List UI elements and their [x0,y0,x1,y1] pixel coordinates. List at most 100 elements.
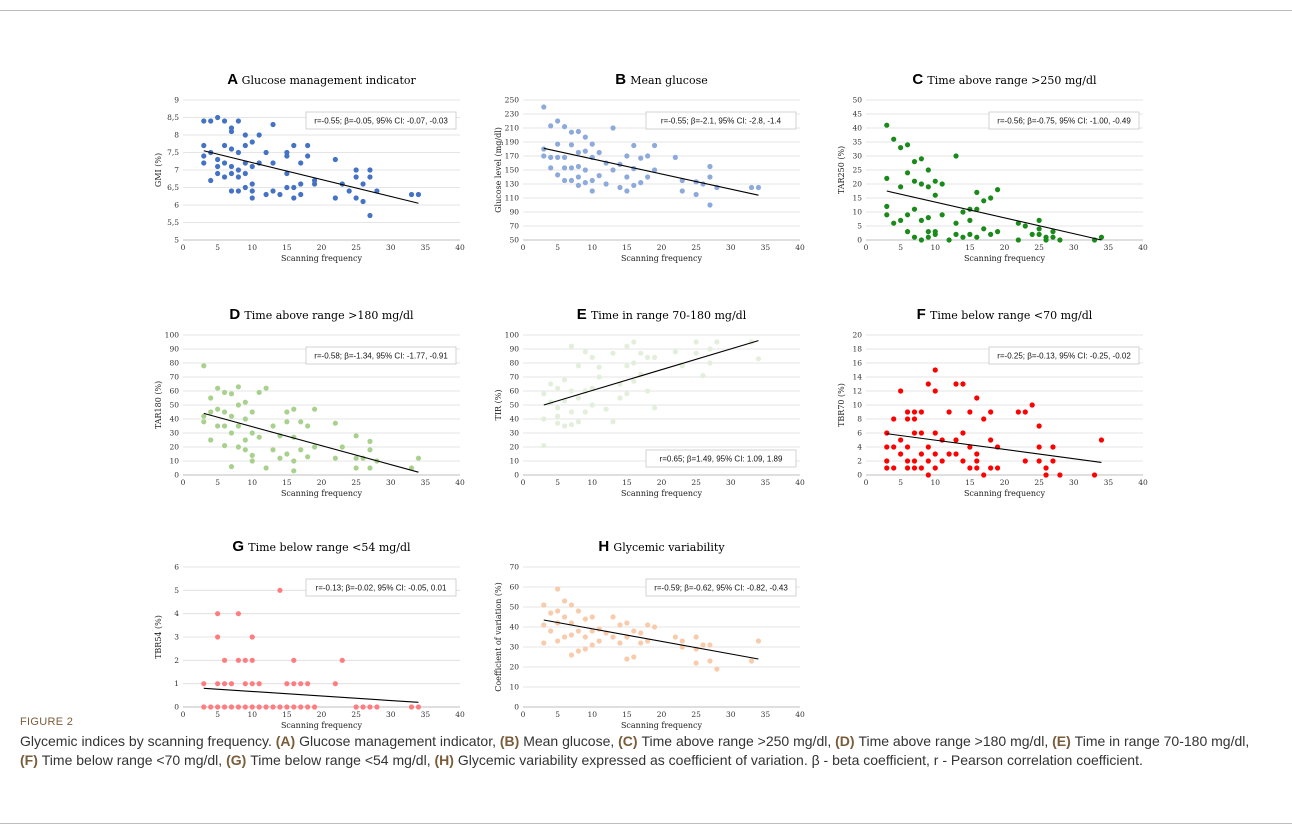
data-point [555,586,561,592]
panel-letter: C [912,71,927,88]
y-tick-label: 150 [505,166,520,175]
y-tick-label: 18 [852,345,862,354]
data-point [541,622,547,628]
x-tick-label: 15 [282,243,292,252]
data-point [561,377,568,383]
data-point [201,118,207,124]
y-tick-label: 5 [174,236,179,245]
y-tick-label: 170 [505,152,520,161]
data-point [1036,458,1042,464]
y-tick-label: 20 [509,663,519,672]
data-point [925,167,931,173]
data-point [249,657,255,663]
data-point [988,195,994,201]
caption-tag-5: (F) [20,752,42,768]
x-tick-label: 20 [1000,478,1010,487]
data-point [249,163,255,170]
caption-text-3: Time above range >180 mg/dl, [858,733,1049,749]
data-point [925,184,931,190]
x-axis-label: Scanning frequency [621,254,703,263]
data-point [994,187,1001,193]
data-point [270,447,276,453]
x-tick-label: 40 [455,478,465,487]
data-point [1050,229,1056,235]
data-point [974,395,980,401]
data-point [939,181,945,187]
data-point [925,215,931,221]
data-point [918,217,924,223]
data-point [932,388,938,394]
caption-tag-0: (A) [275,733,300,749]
panel-f: F Time below range <70 mg/dl 0 2 4 6 8 10 12 14 1… [837,305,1158,502]
panel-letter: H [598,538,613,555]
x-tick-label: 30 [1069,478,1079,487]
data-point [755,184,762,191]
data-point [208,118,214,124]
data-point [884,465,890,471]
chart-title: F Time below range <70 mg/dl [917,306,1093,323]
y-tick-label: 7,5 [167,148,179,157]
stat-text: r=-0.25; β=-0.13, 95% CI: -0.25, -0.02 [997,352,1131,361]
panel-letter: B [615,71,630,88]
data-point [1022,223,1028,229]
data-point [221,423,228,429]
data-point [700,642,706,648]
data-point [235,704,241,710]
y-tick-label: 0 [174,471,179,480]
y-tick-label: 16 [852,359,862,368]
data-point [707,642,713,648]
y-tick-label: 0 [174,703,179,712]
data-point [884,203,890,209]
data-point [988,409,994,415]
y-axis-label: TAR180 (%) [154,381,163,429]
data-point [284,681,290,687]
x-tick-label: 15 [622,243,632,252]
panel-letter: A [227,71,241,88]
data-point [555,608,561,614]
data-point [575,149,581,156]
data-point [918,465,924,471]
trend-line [203,150,419,204]
x-tick-label: 5 [215,710,220,719]
x-tick-label: 40 [1138,478,1148,487]
data-point [367,167,373,173]
data-point [925,229,931,235]
data-point [624,363,630,369]
stat-box [305,346,457,365]
data-point [693,191,699,198]
data-point [1050,444,1056,450]
y-tick-label: 30 [509,643,519,652]
data-point [638,155,644,161]
data-point [332,681,338,687]
data-point [932,430,938,436]
x-tick-label: 10 [930,478,940,487]
data-point [1029,231,1035,237]
data-point [242,416,248,422]
y-tick-label: 100 [165,331,180,340]
data-point [1043,237,1049,243]
x-tick-label: 10 [587,710,597,719]
data-point [249,458,255,464]
data-point [693,339,699,345]
data-point [555,154,561,160]
data-point [932,367,938,373]
data-point [221,389,228,395]
x-tick-label: 5 [555,478,560,487]
panel-a: A Glucose management indicator 5 5,5 6 6,5 7 7… [154,70,475,267]
data-point [555,420,561,426]
data-point [242,657,248,663]
data-point [575,363,581,369]
data-point [707,360,713,366]
data-point [242,142,248,149]
data-point [548,123,554,129]
data-point [755,638,762,644]
y-axis-label: Glucose level (mg/dl) [494,127,503,213]
data-point [561,154,568,160]
data-point [541,416,547,422]
y-tick-label: 25 [852,166,862,175]
panel-title: Time above range >250 mg/dl [927,74,1097,87]
data-point [221,443,228,449]
y-tick-label: 0 [514,703,519,712]
data-point [693,634,699,640]
data-point [332,195,338,201]
